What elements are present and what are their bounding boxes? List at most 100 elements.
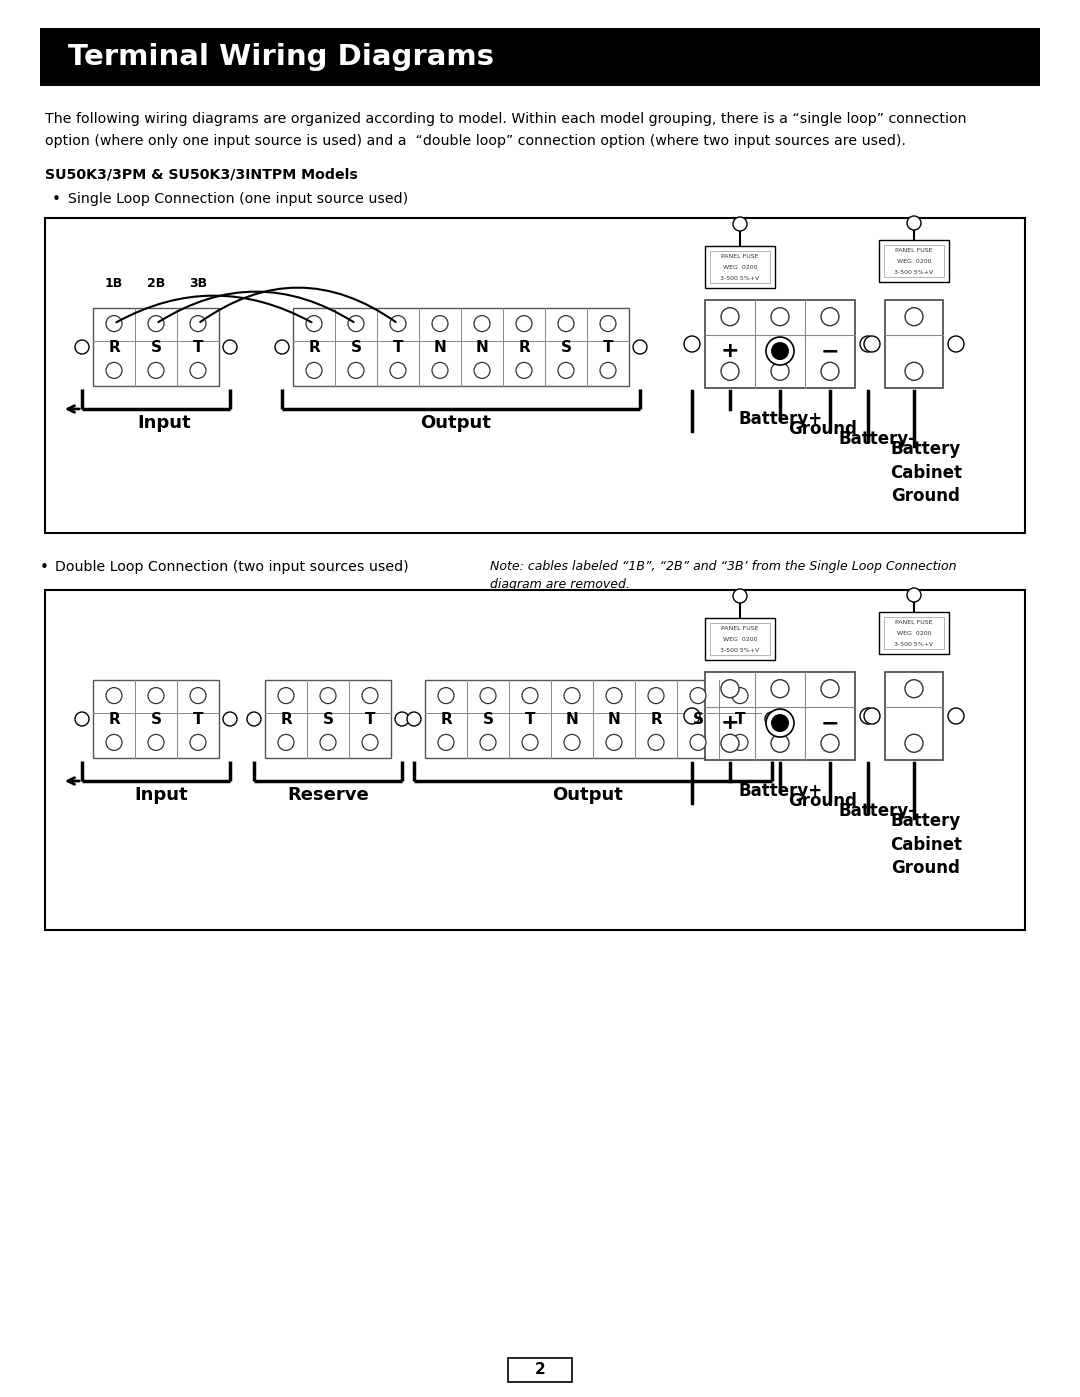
Text: 3B: 3B — [189, 277, 207, 291]
FancyBboxPatch shape — [710, 623, 770, 655]
Text: T: T — [734, 711, 745, 726]
Circle shape — [905, 680, 923, 697]
Text: Ground: Ground — [788, 792, 856, 810]
Text: Output: Output — [553, 787, 623, 805]
Circle shape — [864, 708, 880, 724]
Text: WEG  0200: WEG 0200 — [723, 265, 757, 271]
Text: +: + — [720, 712, 740, 733]
FancyBboxPatch shape — [705, 672, 855, 760]
Circle shape — [432, 316, 448, 331]
Text: R: R — [441, 711, 451, 726]
Circle shape — [765, 712, 779, 726]
FancyBboxPatch shape — [93, 680, 219, 759]
Circle shape — [948, 708, 964, 724]
Circle shape — [222, 339, 237, 353]
Circle shape — [106, 316, 122, 331]
Text: The following wiring diagrams are organized according to model. Within each mode: The following wiring diagrams are organi… — [45, 112, 967, 148]
Text: R: R — [280, 711, 292, 726]
Text: R: R — [308, 339, 320, 355]
Text: −: − — [821, 712, 839, 733]
Text: S: S — [150, 339, 162, 355]
FancyBboxPatch shape — [705, 300, 855, 388]
Circle shape — [821, 362, 839, 380]
Circle shape — [600, 316, 616, 331]
Text: T: T — [393, 339, 403, 355]
Circle shape — [721, 735, 739, 752]
Circle shape — [564, 687, 580, 704]
Text: Input: Input — [137, 414, 191, 432]
Circle shape — [106, 362, 122, 379]
Circle shape — [516, 362, 532, 379]
Circle shape — [732, 687, 748, 704]
Text: Double Loop Connection (two input sources used): Double Loop Connection (two input source… — [55, 560, 408, 574]
Circle shape — [821, 307, 839, 326]
Text: S: S — [483, 711, 494, 726]
Circle shape — [306, 362, 322, 379]
FancyBboxPatch shape — [705, 246, 775, 288]
Circle shape — [190, 687, 206, 704]
Circle shape — [148, 362, 164, 379]
Text: T: T — [192, 339, 203, 355]
Circle shape — [600, 362, 616, 379]
Circle shape — [148, 735, 164, 750]
Circle shape — [75, 712, 89, 726]
Text: N: N — [608, 711, 620, 726]
Circle shape — [690, 687, 706, 704]
Circle shape — [362, 735, 378, 750]
Text: 3-500 5%+V: 3-500 5%+V — [720, 277, 759, 281]
FancyBboxPatch shape — [705, 617, 775, 659]
Text: S: S — [323, 711, 334, 726]
Circle shape — [75, 339, 89, 353]
Text: PANEL FUSE: PANEL FUSE — [721, 254, 759, 258]
Text: R: R — [518, 339, 530, 355]
Text: Battery+: Battery+ — [738, 782, 822, 800]
Text: N: N — [566, 711, 579, 726]
Text: S: S — [150, 711, 162, 726]
Circle shape — [432, 362, 448, 379]
Circle shape — [320, 735, 336, 750]
Text: Output: Output — [420, 414, 491, 432]
FancyBboxPatch shape — [426, 680, 761, 759]
Circle shape — [190, 735, 206, 750]
Circle shape — [148, 316, 164, 331]
Text: Reserve: Reserve — [287, 787, 369, 805]
Circle shape — [278, 735, 294, 750]
Circle shape — [106, 687, 122, 704]
Circle shape — [721, 680, 739, 697]
Circle shape — [438, 735, 454, 750]
Text: T: T — [525, 711, 536, 726]
Circle shape — [907, 217, 921, 231]
Circle shape — [522, 735, 538, 750]
Text: WEG  0200: WEG 0200 — [723, 637, 757, 643]
Text: T: T — [192, 711, 203, 726]
Circle shape — [648, 687, 664, 704]
Text: T: T — [365, 711, 375, 726]
Circle shape — [348, 316, 364, 331]
Circle shape — [821, 735, 839, 752]
Circle shape — [348, 362, 364, 379]
Circle shape — [771, 342, 789, 360]
FancyBboxPatch shape — [885, 672, 943, 760]
Circle shape — [474, 362, 490, 379]
Text: •: • — [52, 191, 60, 207]
Circle shape — [395, 712, 409, 726]
FancyBboxPatch shape — [885, 244, 944, 277]
Text: 2: 2 — [535, 1362, 545, 1377]
Text: Terminal Wiring Diagrams: Terminal Wiring Diagrams — [68, 43, 494, 71]
Text: WEG  0200: WEG 0200 — [896, 260, 931, 264]
Circle shape — [474, 316, 490, 331]
Circle shape — [948, 337, 964, 352]
Circle shape — [684, 337, 700, 352]
Circle shape — [438, 687, 454, 704]
Text: 3-500 5%+V: 3-500 5%+V — [894, 270, 933, 275]
Circle shape — [480, 735, 496, 750]
Circle shape — [558, 362, 573, 379]
Text: Battery-: Battery- — [838, 802, 915, 820]
Circle shape — [721, 362, 739, 380]
Text: PANEL FUSE: PANEL FUSE — [895, 249, 933, 253]
Text: SU50K3/3PM & SU50K3/3INTPM Models: SU50K3/3PM & SU50K3/3INTPM Models — [45, 168, 357, 182]
Circle shape — [247, 712, 261, 726]
Text: Input: Input — [134, 787, 188, 805]
FancyBboxPatch shape — [40, 28, 1040, 87]
Circle shape — [407, 712, 421, 726]
